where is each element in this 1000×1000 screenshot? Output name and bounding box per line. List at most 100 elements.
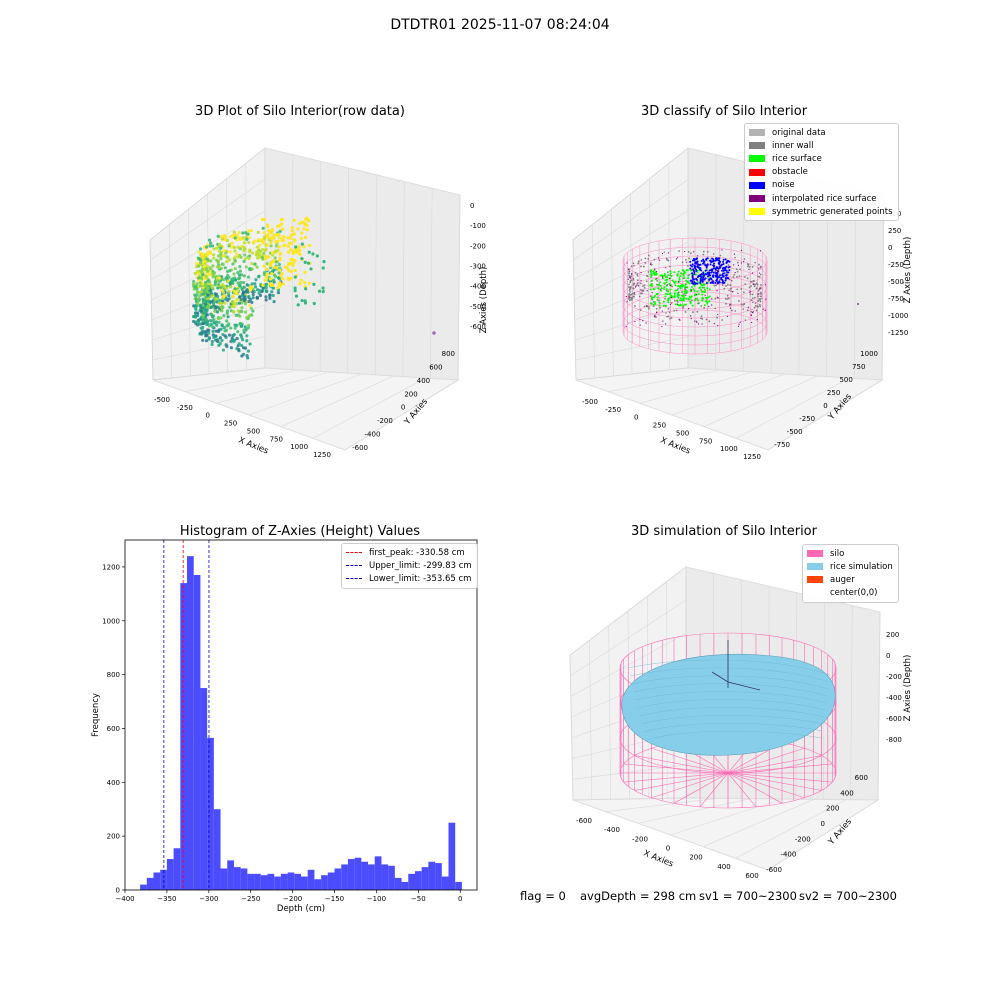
data-point: [268, 230, 272, 235]
data-point: [236, 255, 241, 259]
interpolated-point: [729, 307, 732, 309]
data-point: [203, 330, 207, 334]
data-point: [221, 282, 225, 287]
data-point: [222, 295, 226, 299]
data-point: [274, 239, 278, 244]
data-point: [232, 230, 236, 234]
interpolated-point: [713, 323, 715, 325]
interpolated-point: [726, 315, 729, 318]
data-point: [269, 263, 273, 268]
inner-wall-point: [635, 284, 638, 286]
panel1-zlabel: Z Axies (Depth): [479, 267, 489, 334]
interpolated-point: [764, 284, 766, 286]
data-point: [196, 314, 200, 318]
interpolated-point: [662, 320, 664, 322]
data-point: [271, 286, 275, 290]
data-point: [211, 264, 215, 268]
data-point: [218, 341, 222, 346]
data-point: [198, 304, 202, 308]
data-point: [228, 281, 232, 285]
panel1-y-tick-label: 0: [401, 404, 405, 412]
inner-wall-point: [756, 283, 759, 286]
interpolated-point: [757, 293, 759, 295]
data-point: [198, 247, 203, 251]
data-point: [281, 227, 285, 231]
data-point: [191, 282, 195, 286]
interpolated-point: [663, 251, 665, 253]
interpolated-point: [668, 277, 670, 280]
grid-line: [591, 224, 595, 379]
rice-surface-point: [663, 274, 666, 277]
interpolated-point: [695, 293, 697, 295]
data-point: [234, 299, 238, 303]
inner-wall-point: [632, 295, 635, 298]
interpolated-point: [697, 323, 700, 325]
data-point: [280, 277, 285, 281]
data-point: [265, 273, 269, 277]
panel1-x-tick-label: 1250: [313, 451, 331, 459]
interpolated-point: [728, 289, 730, 291]
data-point: [221, 262, 225, 267]
data-point: [242, 328, 246, 332]
rice-surface-point: [673, 294, 676, 297]
data-point: [219, 246, 223, 250]
rice-surface-point: [697, 293, 700, 296]
data-point: [228, 250, 232, 254]
data-point: [289, 276, 293, 280]
noise-point: [705, 273, 708, 276]
rice-surface-point: [666, 278, 669, 281]
rice-surface-point: [685, 279, 688, 282]
data-point: [220, 304, 224, 309]
data-point: [224, 328, 228, 332]
data-point: [286, 244, 290, 248]
data-point: [235, 238, 239, 242]
data-point: [193, 293, 197, 297]
data-point: [201, 282, 205, 286]
data-point: [270, 272, 274, 276]
interpolated-point: [729, 303, 731, 305]
interpolated-point: [752, 311, 754, 313]
rice-surface-point: [665, 276, 668, 279]
grid-line: [216, 371, 330, 404]
footer-sv2: sv2 = 700~2300: [799, 889, 897, 903]
interpolated-point: [751, 272, 754, 274]
data-point: [236, 270, 240, 275]
rice-surface-point: [658, 283, 661, 286]
inner-wall-point: [667, 307, 670, 310]
data-point: [248, 297, 253, 302]
inner-wall-point: [736, 261, 739, 264]
inner-wall-point: [744, 283, 747, 286]
inner-wall-point: [628, 286, 631, 289]
data-point: [268, 277, 273, 281]
data-point: [226, 315, 230, 319]
rice-surface-point: [655, 272, 658, 275]
noise-point: [693, 273, 696, 276]
rice-surface-point: [686, 280, 689, 283]
data-point: [304, 287, 308, 291]
data-point: [276, 291, 281, 295]
data-point: [296, 303, 300, 307]
legend-entry-silo: silo: [807, 547, 893, 560]
data-point: [227, 333, 232, 337]
panel4-y-tick-label: 0: [821, 820, 825, 828]
data-point: [248, 288, 253, 292]
rice-surface-point: [699, 286, 702, 289]
panel2-title: 3D classify of Silo Interior: [640, 104, 808, 119]
data-point: [256, 249, 261, 254]
inner-wall-point: [708, 320, 711, 323]
inner-wall-point: [673, 309, 676, 312]
legend-swatch: [807, 590, 823, 597]
interpolated-point: [653, 315, 656, 317]
grid-line: [188, 209, 191, 377]
data-point: [264, 254, 268, 258]
inner-wall-point: [754, 296, 756, 299]
interpolated-point: [661, 310, 664, 312]
interpolated-point: [759, 250, 762, 252]
data-point: [231, 277, 235, 281]
data-point: [201, 338, 205, 342]
rice-surface-point: [688, 295, 691, 298]
rice-surface-point: [687, 277, 690, 280]
data-point: [216, 254, 221, 258]
interpolated-point: [674, 300, 676, 302]
interpolated-point: [629, 276, 631, 278]
